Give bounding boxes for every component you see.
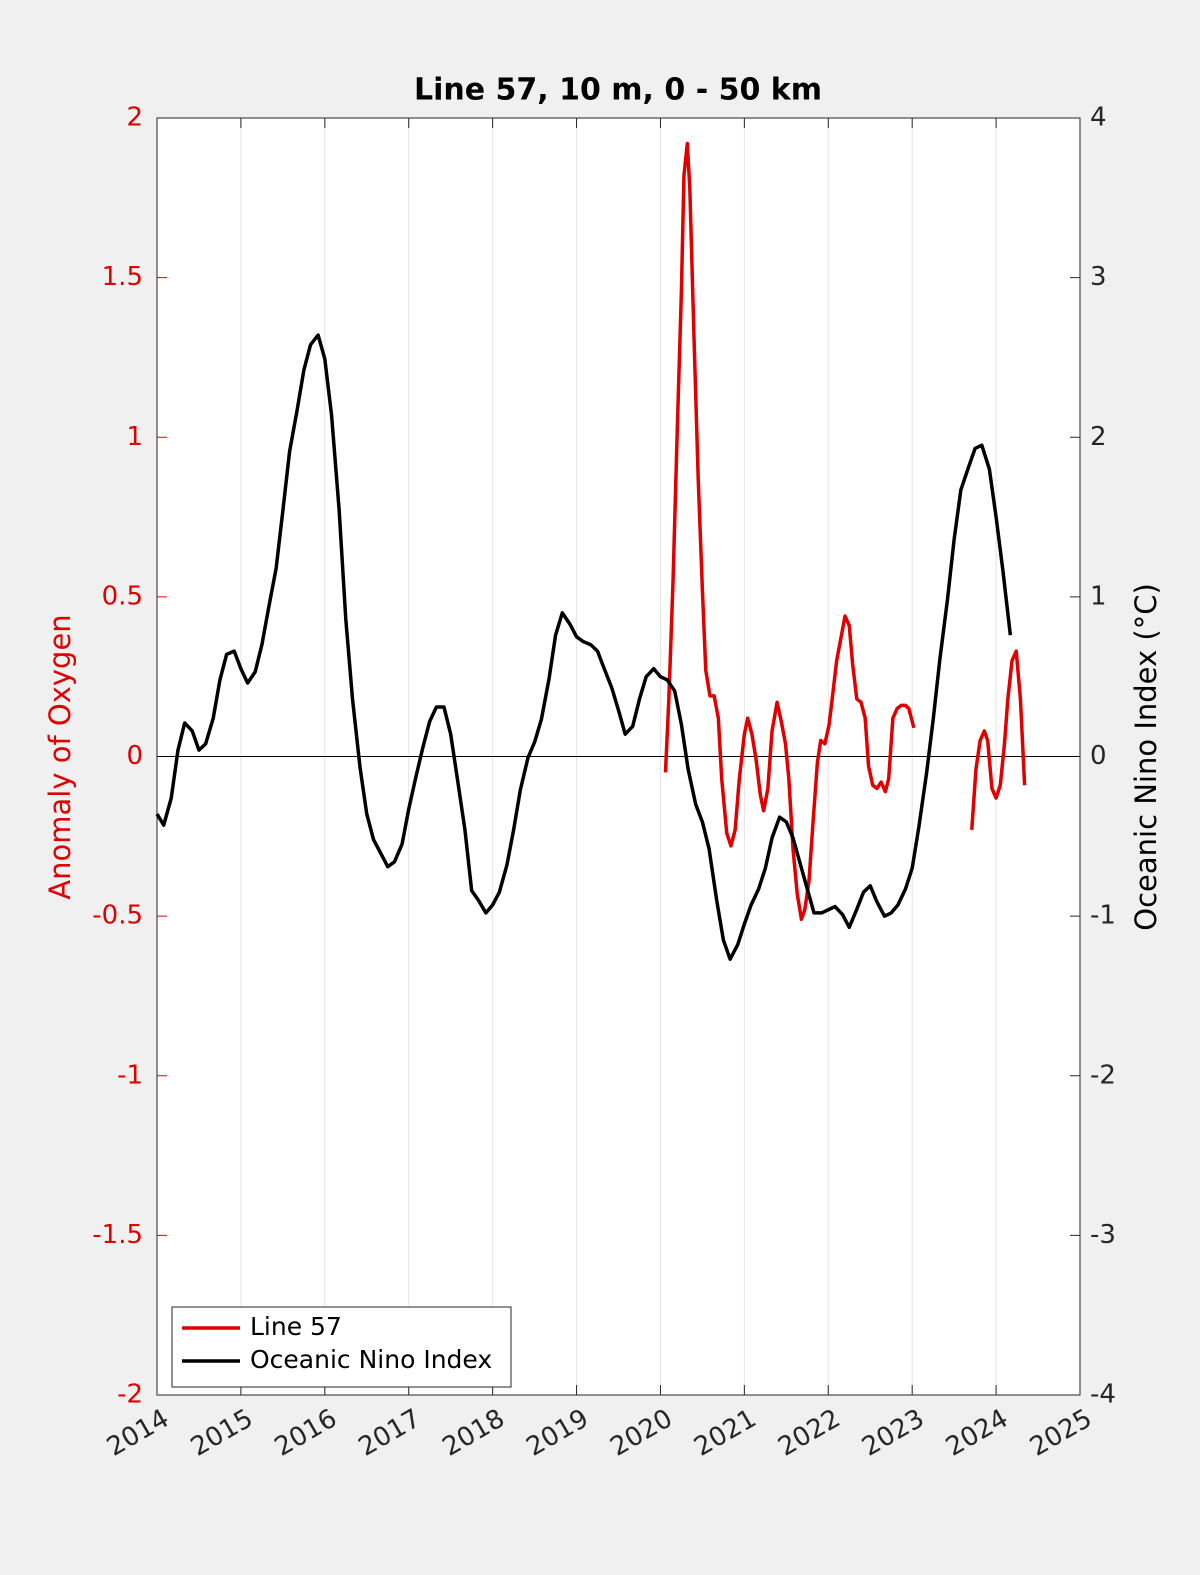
x-tick-label: 2018	[438, 1404, 510, 1463]
x-tick-label: 2019	[521, 1404, 593, 1463]
x-tick-label: 2020	[605, 1404, 677, 1463]
y-tick-label: 2	[126, 103, 143, 133]
series-line	[663, 141, 916, 922]
x-tick-label: 2017	[354, 1404, 426, 1463]
x-tick-label: 2023	[857, 1404, 929, 1463]
legend-label: Oceanic Nino Index	[250, 1345, 492, 1374]
y-tick-label: 1.5	[102, 262, 143, 292]
y2-tick-label: 1	[1090, 581, 1107, 611]
y2-tick-label: 4	[1090, 103, 1107, 133]
x-tick-label: 2016	[270, 1404, 342, 1463]
y2-tick-label: -4	[1090, 1380, 1116, 1410]
plot-frame	[156, 117, 1081, 1396]
y-tick-label: 1	[126, 422, 143, 452]
y2-tick-label: 2	[1090, 422, 1107, 452]
y-tick-label: 0.5	[102, 581, 143, 611]
y2-tick-label: -2	[1090, 1060, 1116, 1090]
x-tick-label: 2025	[1025, 1404, 1097, 1463]
y-tick-label: -0.5	[92, 901, 143, 931]
y2-tick-label: 0	[1090, 741, 1107, 771]
y2-axis-label: Oceanic Nino Index (°C)	[1129, 583, 1163, 931]
series-line	[155, 333, 1013, 961]
chart-title: Line 57, 10 m, 0 - 50 km	[414, 73, 822, 108]
y2-tick-label: 3	[1090, 262, 1107, 292]
x-tick-label: 2022	[773, 1404, 845, 1463]
y2-tick-label: -3	[1090, 1220, 1116, 1250]
y-tick-label: -2	[117, 1380, 143, 1410]
x-tick-label: 2024	[941, 1404, 1013, 1463]
x-tick-label: 2015	[186, 1404, 258, 1463]
series-line	[970, 649, 1027, 831]
x-tick-label: 2021	[689, 1404, 761, 1463]
x-tick-label: 2014	[102, 1404, 174, 1463]
y-tick-label: 0	[126, 741, 143, 771]
legend-box	[171, 1306, 512, 1388]
y-tick-label: -1.5	[92, 1220, 143, 1250]
legend-label: Line 57	[250, 1312, 342, 1341]
y-axis-label: Anomaly of Oxygen	[43, 614, 77, 899]
y-tick-label: -1	[117, 1060, 143, 1090]
y2-tick-label: -1	[1090, 901, 1116, 931]
